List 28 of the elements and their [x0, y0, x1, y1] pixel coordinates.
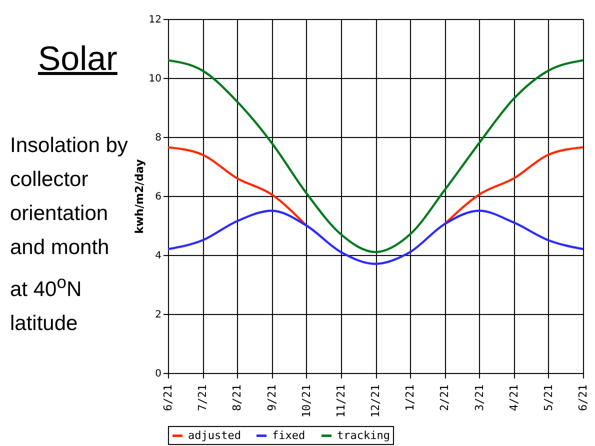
x-tick-label: 6/21 — [162, 384, 174, 411]
legend-label: tracking — [337, 428, 390, 442]
x-tick-label: 11/21 — [334, 384, 348, 418]
line-series — [166, 210, 584, 265]
text: Insolation by collector orientation and month at 40$^{o}$N latitude — [10, 133, 128, 337]
y-tick-label: 6 — [155, 192, 162, 202]
legend-label: adjusted — [188, 428, 241, 442]
y-tick-label: 0 — [155, 368, 162, 380]
y-tick-label: 4 — [155, 250, 162, 262]
x-tick-label: 5/21 — [542, 384, 555, 411]
x-tick-label: 10/21 — [300, 384, 313, 418]
x-tick-label: 9/21 — [265, 384, 278, 411]
x-tick-label: 4/21 — [507, 384, 520, 411]
y-tick-label: 8 — [155, 132, 162, 144]
y-tick-label: 10 — [148, 74, 162, 84]
x-tick-label: 1/21 — [404, 384, 417, 411]
y-tick-label: 12 — [148, 14, 162, 26]
x-tick-label: 12/21 — [369, 384, 382, 418]
line-series — [166, 59, 584, 254]
x-tick-label: 8/21 — [230, 384, 244, 411]
text: Solar — [38, 40, 118, 79]
x-tick-label: 2/21 — [438, 384, 452, 411]
y-axis-title: kwh/m2/day — [132, 159, 146, 234]
x-tick-label: 3/21 — [472, 384, 486, 411]
y-tick-label: 2 — [155, 310, 162, 320]
x-tick-label: 7/21 — [196, 384, 210, 411]
x-tick-label: 6/21 — [576, 384, 590, 411]
legend-label: fixed — [272, 428, 306, 442]
